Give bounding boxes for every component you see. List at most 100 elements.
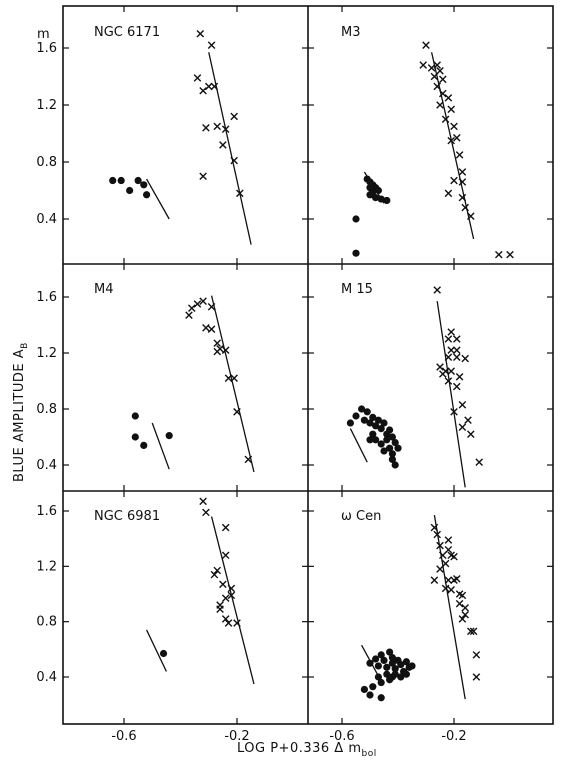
x-marker-point <box>233 408 241 416</box>
unit-label: m <box>37 27 50 42</box>
dot-marker-point <box>374 662 382 670</box>
x-marker-point <box>221 523 230 532</box>
dot-marker-point <box>408 662 416 670</box>
dot-marker-point <box>386 648 394 656</box>
x-marker-stroke <box>221 523 230 532</box>
x-marker-stroke <box>506 250 514 259</box>
y-axis-title-main: BLUE AMPLITUDE A <box>12 349 27 482</box>
x-marker-point <box>444 335 453 343</box>
x-marker-stroke <box>447 586 455 594</box>
x-marker-stroke <box>230 374 238 382</box>
x-marker-point <box>236 189 244 198</box>
x-marker-stroke <box>193 74 202 82</box>
y-tick-label: 0.8 <box>36 155 57 170</box>
dot-marker-point <box>352 215 360 223</box>
x-marker-stroke <box>213 347 222 356</box>
x-marker-stroke <box>453 382 461 391</box>
x-marker-point <box>199 86 207 95</box>
fit-line <box>430 52 475 240</box>
dot-marker-point <box>131 433 139 441</box>
x-marker-point <box>202 508 210 517</box>
dot-marker-point <box>366 419 374 427</box>
x-marker-stroke <box>219 580 227 589</box>
x-marker-stroke <box>436 541 444 550</box>
y-axis-title: BLUE AMPLITUDE AB <box>12 342 30 482</box>
x-marker-stroke <box>436 363 444 371</box>
panel-cen: ω Cen -0.6 -0.2 <box>308 491 553 744</box>
x-marker-stroke <box>444 377 453 385</box>
x-marker-point <box>458 615 467 623</box>
x-marker-point <box>433 82 441 91</box>
dot-marker-point <box>388 654 396 662</box>
x-marker-stroke <box>433 82 441 91</box>
dot-marker-point <box>346 419 354 427</box>
x-marker-stroke <box>433 286 441 294</box>
x-marker-point <box>219 580 227 589</box>
x-marker-stroke <box>453 346 461 354</box>
y-tick-label: 1.2 <box>36 346 57 361</box>
fit-line <box>146 629 167 672</box>
dot-marker-point <box>377 678 385 687</box>
x-marker-stroke <box>458 178 467 186</box>
x-marker-point <box>427 64 436 72</box>
dot-marker-point <box>374 186 382 195</box>
x-marker-point <box>216 605 224 614</box>
x-marker-stroke <box>450 176 458 185</box>
x-marker-point <box>436 565 444 573</box>
x-marker-point <box>444 377 453 385</box>
x-marker-stroke <box>444 94 453 102</box>
x-marker-point <box>213 339 222 347</box>
x-marker-point <box>227 584 236 593</box>
dot-marker-point <box>369 430 377 438</box>
x-marker-point <box>447 328 455 336</box>
x-marker-point <box>207 325 216 333</box>
x-marker-point <box>227 591 236 600</box>
x-marker-stroke <box>224 619 233 627</box>
x-marker-stroke <box>455 599 464 608</box>
x-marker-point <box>230 156 238 165</box>
x-marker-point <box>210 570 219 579</box>
x-marker-stroke <box>233 619 241 627</box>
dot-marker-point <box>377 195 385 203</box>
x-marker-stroke <box>213 122 222 131</box>
x-marker-point <box>461 203 469 212</box>
x-marker-stroke <box>467 212 475 220</box>
x-marker-point <box>207 303 216 311</box>
x-marker-point <box>439 370 447 378</box>
panel-label: M3 <box>341 25 361 40</box>
x-marker-point <box>464 416 472 424</box>
x-marker-point <box>204 82 213 91</box>
x-marker-stroke <box>202 124 210 132</box>
dot-marker-point <box>386 676 394 684</box>
dot-marker-point <box>366 436 374 444</box>
x-marker-point <box>441 115 450 124</box>
fit-line <box>349 428 368 463</box>
x-marker-point <box>430 576 439 584</box>
x-marker-point <box>495 250 503 259</box>
dot-marker-point <box>143 191 151 199</box>
x-marker-point <box>458 178 467 186</box>
x-marker-point <box>444 189 453 198</box>
x-marker-stroke <box>455 590 464 598</box>
x-marker-stroke <box>419 61 427 69</box>
x-marker-stroke <box>202 508 210 517</box>
fit-line <box>436 301 466 488</box>
panel-label: NGC 6171 <box>94 25 160 40</box>
x-marker-point <box>221 551 230 560</box>
x-marker-point <box>433 61 441 69</box>
dot-marker-point <box>374 673 382 681</box>
y-tick-label: 0.8 <box>36 615 57 630</box>
x-marker-point <box>472 651 481 659</box>
x-marker-point <box>207 41 216 49</box>
x-marker-stroke <box>221 594 230 602</box>
dot-marker-point <box>377 440 385 448</box>
x-marker-stroke <box>436 67 444 75</box>
x-marker-stroke <box>469 627 478 636</box>
dot-marker-point <box>388 433 396 441</box>
x-marker-point <box>461 604 469 612</box>
dot-marker-point <box>134 176 142 185</box>
x-marker-point <box>221 594 230 602</box>
x-marker-stroke <box>444 545 453 554</box>
x-marker-stroke <box>441 115 450 124</box>
